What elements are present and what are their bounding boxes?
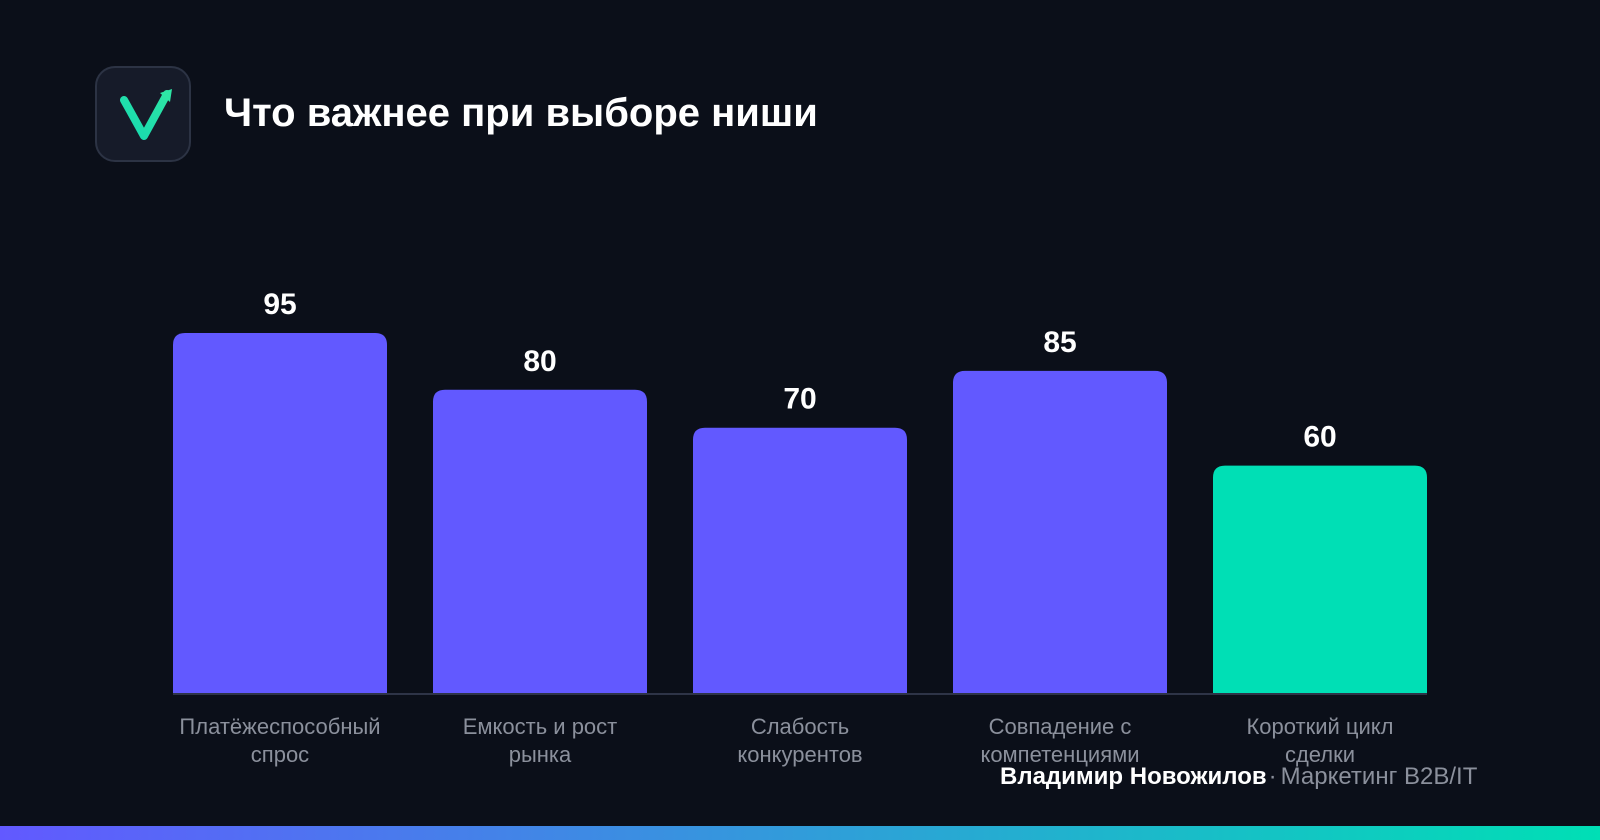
bar-value-label: 85 <box>1043 326 1076 359</box>
bar <box>173 332 387 693</box>
check-arrow-icon <box>120 89 172 140</box>
bar-value-label: 80 <box>523 345 556 378</box>
gradient-bottom-bar <box>0 826 1600 840</box>
x-axis-label: компетенциями <box>980 742 1139 767</box>
bar <box>953 370 1167 693</box>
x-axis-label: сделки <box>1285 742 1355 767</box>
x-axis-label: Совпадение с <box>989 714 1132 739</box>
x-axis-label: Короткий цикл <box>1246 714 1393 739</box>
bar <box>433 389 647 693</box>
x-axis-label: рынка <box>509 742 572 767</box>
footer-subtitle: Маркетинг B2B/IT <box>1280 763 1478 790</box>
x-axis-label: конкурентов <box>737 742 862 767</box>
footer: Владимир Новожилов· Маркетинг B2B/IT <box>1000 762 1477 792</box>
page-title: Что важнее при выборе ниши <box>224 91 818 135</box>
footer-separator: · <box>1268 763 1277 790</box>
bar-value-label: 70 <box>783 383 816 416</box>
x-axis-label: Слабость <box>751 714 849 739</box>
x-axis-label: Емкость и рост <box>463 714 618 739</box>
author-name: Владимир Новожилов <box>1000 763 1267 790</box>
x-axis-label: спрос <box>251 742 309 767</box>
bar-value-label: 60 <box>1303 421 1336 454</box>
bar <box>693 427 907 693</box>
bar <box>1213 465 1427 693</box>
bar-value-label: 95 <box>263 288 296 321</box>
x-axis-label: Платёжеспособный <box>179 714 380 739</box>
logo <box>95 66 191 162</box>
